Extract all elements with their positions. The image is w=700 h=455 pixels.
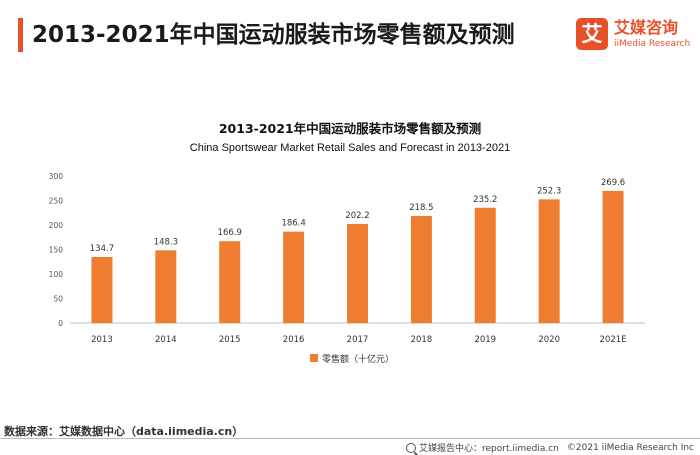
- brand-logo: 艾 艾媒咨询 iiMedia Research: [576, 18, 691, 52]
- bar: [283, 231, 305, 323]
- report-center-link[interactable]: 艾媒报告中心：report.iimedia.cn: [418, 444, 559, 454]
- bar: [347, 223, 368, 323]
- x-tick-label: 2014: [155, 335, 177, 345]
- data-label: 202.2: [345, 211, 369, 221]
- bar: [538, 199, 560, 323]
- data-label: 252.3: [537, 186, 561, 196]
- x-tick-label: 2018: [411, 335, 433, 345]
- x-tick-label: 2021E: [600, 335, 627, 345]
- footer-credits: 艾媒报告中心：report.iimedia.cn ©2021 iiMedia R…: [405, 441, 694, 454]
- chart-title: 2013-2021年中国运动服装市场零售额及预测: [218, 121, 482, 136]
- y-tick-label: 300: [49, 172, 64, 181]
- copyright-text: ©2021 iiMedia Research Inc: [566, 442, 694, 453]
- x-tick-label: 2013: [91, 335, 113, 345]
- bar: [474, 207, 496, 323]
- y-tick-label: 150: [49, 246, 64, 255]
- x-tick-label: 2016: [283, 335, 305, 345]
- chart-subtitle: China Sportswear Market Retail Sales and…: [189, 142, 511, 154]
- data-label: 148.3: [154, 237, 178, 247]
- y-tick-label: 100: [49, 270, 64, 279]
- data-label: 186.4: [281, 219, 305, 229]
- bar: [410, 215, 432, 323]
- data-label: 235.2: [473, 195, 497, 205]
- x-tick-label: 2019: [474, 335, 496, 345]
- y-tick-label: 250: [49, 197, 64, 206]
- x-tick-label: 2017: [347, 335, 369, 345]
- bar: [602, 190, 624, 323]
- data-label: 134.7: [90, 244, 114, 254]
- legend-swatch: [310, 354, 318, 362]
- y-tick-label: 200: [49, 221, 64, 230]
- data-label: 218.5: [409, 203, 433, 213]
- logo-name-en: iiMedia Research: [614, 39, 691, 49]
- title-accent-bar: [18, 18, 23, 52]
- x-tick-label: 2020: [538, 335, 560, 345]
- data-label: 166.9: [218, 228, 242, 238]
- bar: [155, 250, 177, 323]
- bar: [219, 241, 241, 323]
- bar: [91, 256, 113, 323]
- logo-name-cn: 艾媒咨询: [614, 18, 679, 37]
- logo-badge: 艾: [576, 18, 608, 50]
- x-tick-label: 2015: [219, 335, 241, 345]
- chart-legend: 零售额（十亿元）: [310, 351, 394, 365]
- data-source: 数据来源：艾媒数据中心（data.iimedia.cn）: [4, 425, 244, 438]
- page-title: 2013-2021年中国运动服装市场零售额及预测: [32, 22, 515, 48]
- search-icon: [405, 442, 416, 453]
- y-tick-label: 0: [58, 319, 63, 328]
- data-label: 269.6: [601, 178, 625, 188]
- legend-label: 零售额（十亿元）: [322, 354, 395, 365]
- footer-divider: [0, 438, 700, 439]
- y-tick-label: 50: [53, 295, 63, 304]
